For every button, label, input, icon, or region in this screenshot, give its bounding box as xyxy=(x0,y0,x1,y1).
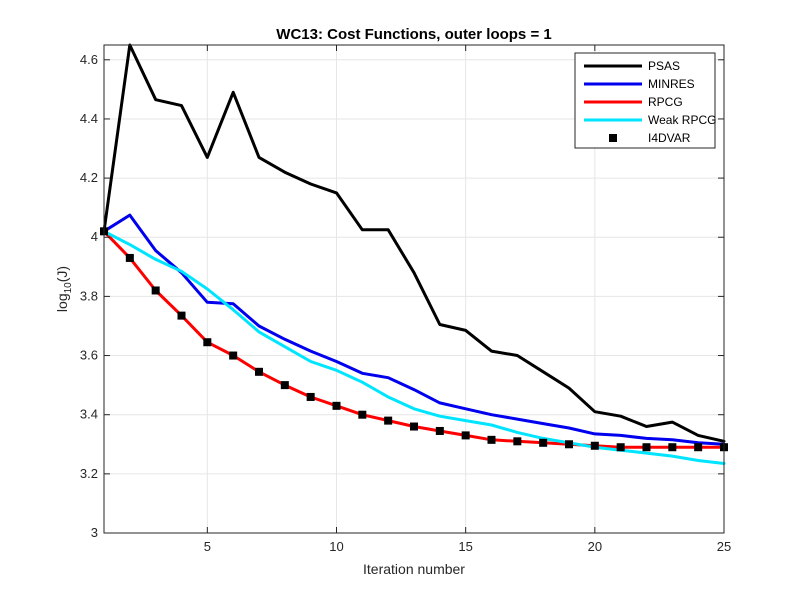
y-axis-label-suffix: (J) xyxy=(54,266,70,282)
data-point-i4dvar xyxy=(487,435,496,444)
grid xyxy=(104,45,725,534)
series-line-minres xyxy=(102,213,726,446)
y-tick-label: 3 xyxy=(91,525,98,540)
x-tick-label: 10 xyxy=(329,539,343,554)
y-axis-label-subscript: 10 xyxy=(63,282,74,294)
series-line-psas xyxy=(102,43,726,443)
legend-label-psas: PSAS xyxy=(648,59,680,73)
x-tick-label: 25 xyxy=(717,539,731,554)
x-tick-label: 5 xyxy=(204,539,211,554)
data-point-i4dvar xyxy=(358,410,367,419)
data-point-i4dvar xyxy=(642,443,651,452)
series-markers-i4dvar xyxy=(100,227,728,452)
y-tick-label: 4 xyxy=(91,229,98,244)
data-point-i4dvar xyxy=(332,401,341,410)
data-point-i4dvar xyxy=(590,441,599,450)
data-point-i4dvar xyxy=(410,422,418,431)
data-point-i4dvar xyxy=(435,426,444,435)
data-point-i4dvar xyxy=(255,367,263,376)
data-point-i4dvar xyxy=(461,431,470,440)
data-point-i4dvar xyxy=(280,381,289,390)
x-axis-label: Iteration number xyxy=(363,561,465,577)
data-point-i4dvar xyxy=(539,438,548,447)
data-point-i4dvar xyxy=(694,443,703,452)
y-tick-label: 3.6 xyxy=(80,348,98,363)
y-tick-label: 3.2 xyxy=(80,466,98,481)
data-point-i4dvar xyxy=(668,443,677,452)
legend-label-rpcg: RPCG xyxy=(648,95,683,109)
data-point-i4dvar xyxy=(203,338,212,347)
y-axis-label-base: log xyxy=(54,293,70,312)
y-tick-label: 4.6 xyxy=(80,52,98,67)
data-point-i4dvar xyxy=(513,437,522,446)
y-tick-label: 4.2 xyxy=(80,170,98,185)
x-tick-label: 15 xyxy=(458,539,472,554)
data-point-i4dvar xyxy=(616,443,625,452)
legend-label-weak-rpcg: Weak RPCG xyxy=(648,113,716,127)
plot-frame xyxy=(103,44,725,534)
y-tick-label: 3.8 xyxy=(80,288,98,303)
chart-title: WC13: Cost Functions, outer loops = 1 xyxy=(276,26,551,43)
legend-label-i4dvar: I4DVAR xyxy=(648,131,691,145)
data-point-i4dvar xyxy=(384,416,393,425)
legend-label-minres: MINRES xyxy=(648,77,695,91)
series-layer xyxy=(100,43,728,465)
data-point-i4dvar xyxy=(229,351,238,360)
axis-ticks: 5 10 15 20 25 3 3.2 3.4 3.6 3.8 4 4.2 4.4 4.6 xyxy=(80,45,731,554)
y-tick-label: 4.4 xyxy=(80,111,98,126)
data-point-i4dvar xyxy=(177,311,186,320)
x-tick-label: 20 xyxy=(588,539,602,554)
data-point-i4dvar xyxy=(151,286,160,295)
data-point-i4dvar xyxy=(306,392,315,401)
data-point-i4dvar xyxy=(565,440,573,449)
y-axis-label: log10(J) xyxy=(54,266,74,312)
y-tick-label: 3.4 xyxy=(80,407,98,422)
legend: PSAS MINRES RPCG Weak RPCG I4DVAR xyxy=(574,52,716,149)
legend-entries: PSAS MINRES RPCG Weak RPCG I4DVAR xyxy=(584,59,716,145)
data-point-i4dvar xyxy=(125,253,134,262)
legend-swatch-i4dvar xyxy=(609,134,617,142)
